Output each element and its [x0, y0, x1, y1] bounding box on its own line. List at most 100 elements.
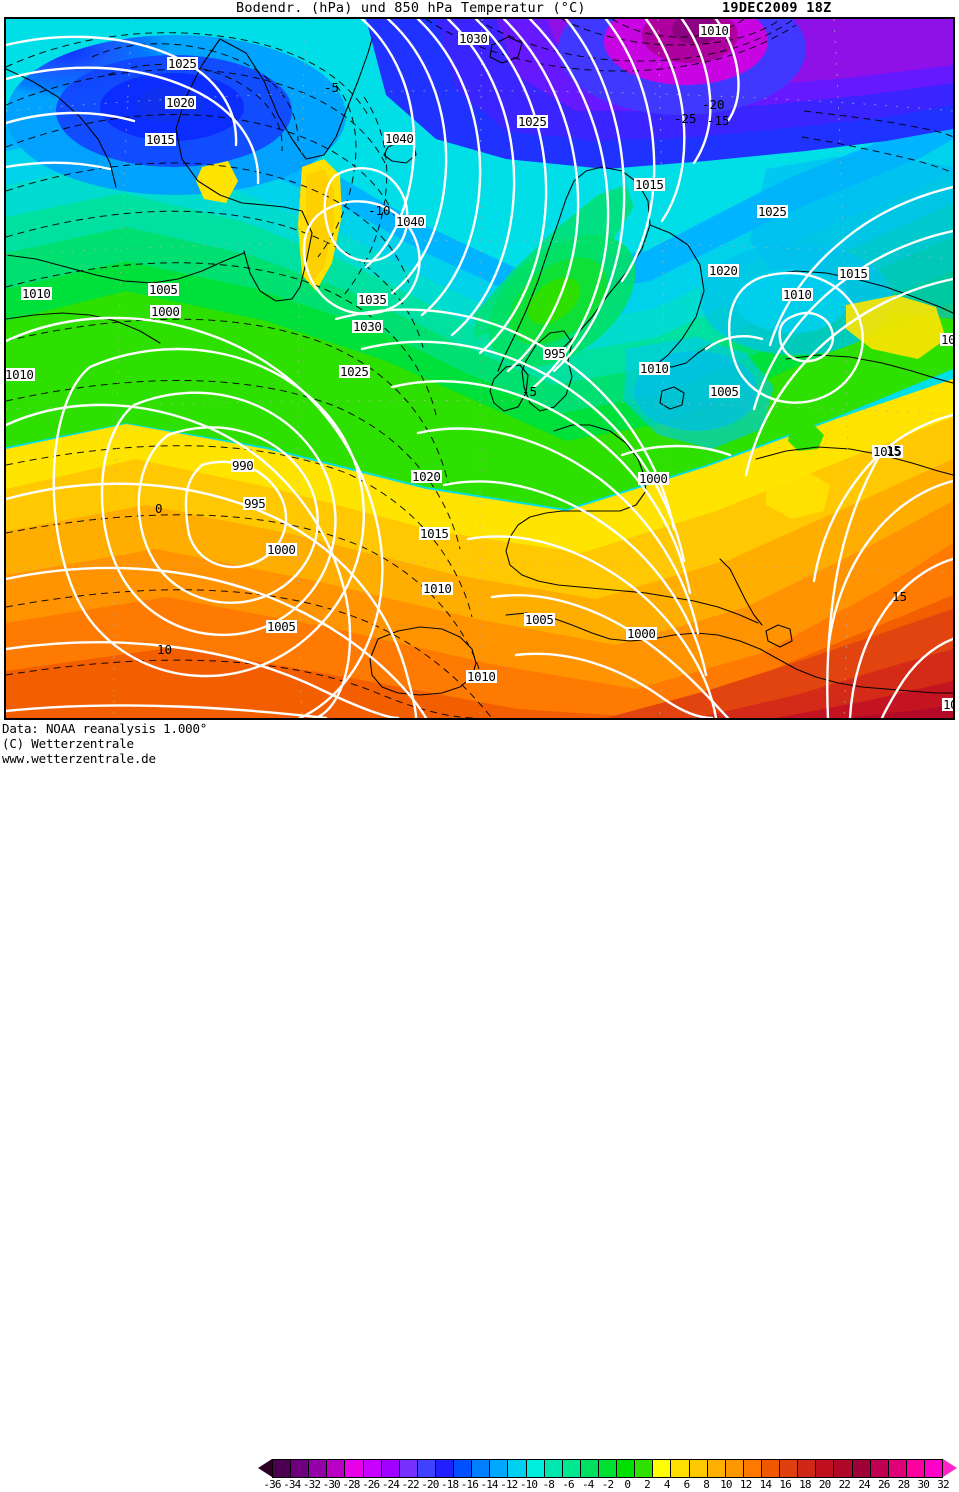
colorbar-swatch	[526, 1460, 545, 1477]
colorbar-swatch	[508, 1460, 527, 1477]
colorbar-swatch	[544, 1460, 563, 1477]
isobar-label: 1010	[699, 23, 730, 38]
map-frame[interactable]: 1025 1020 1015 1030 1040 1040 1025 1010 1015 1025…	[4, 17, 955, 720]
colorbar-tick-label: -28	[342, 1478, 360, 1491]
colorbar-tick-label: 24	[858, 1478, 870, 1491]
isobar-label: 101	[942, 698, 953, 711]
colorbar-swatch	[490, 1460, 509, 1477]
colorbar-tick-label: 4	[663, 1478, 671, 1491]
colorbar-swatch	[780, 1460, 799, 1477]
isobar-label: 1010	[422, 581, 453, 596]
colorbar-tick-label: -30	[322, 1478, 341, 1491]
colorbar-cells	[272, 1459, 943, 1478]
colorbar-tick-label: -6	[562, 1478, 574, 1491]
isobar-label: 1020	[165, 95, 196, 110]
colorbar-swatch	[327, 1460, 346, 1477]
colorbar-swatch	[852, 1460, 871, 1477]
temperature-contour-label: -5	[324, 80, 340, 95]
colorbar-tick-label: -16	[460, 1478, 479, 1491]
colorbar-tick-label: 32	[937, 1478, 949, 1491]
temperature-contour-label: -10	[368, 203, 391, 218]
colorbar-swatch	[598, 1460, 618, 1477]
colorbar-tick-label: 28	[897, 1478, 910, 1491]
isobar-label: 1040	[395, 214, 426, 229]
pressure-isobars	[6, 19, 953, 718]
isobar-label: 1020	[708, 263, 739, 278]
temperature-colorbar: -36 -34 -32 -30 -28 -26 -24 -22 -20 -18 -16 -14 -12-…	[258, 1459, 957, 1492]
copyright-line: (C) Wetterzentrale	[2, 736, 134, 751]
colorbar-swatch	[562, 1460, 581, 1477]
colorbar-swatch	[580, 1460, 599, 1477]
colorbar-swatch	[309, 1460, 328, 1477]
isobar-label: 1015	[634, 177, 665, 192]
colorbar-swatch	[870, 1460, 889, 1477]
colorbar-tick-label: 20	[818, 1478, 831, 1491]
colorbar-tick-label: 18	[799, 1478, 811, 1491]
colorbar-swatch	[906, 1460, 925, 1477]
colorbar-tick-labels: -36 -34 -32 -30 -28 -26 -24 -22 -20 -18 -16 -14 -12-…	[263, 1478, 949, 1492]
isobar-label: 1030	[352, 319, 383, 334]
colorbar-swatch	[888, 1460, 907, 1477]
colorbar-swatch	[454, 1460, 473, 1477]
colorbar-tick-label: -8	[542, 1478, 555, 1491]
colorbar-right-arrow	[943, 1459, 957, 1477]
isobar-label: 995	[543, 346, 567, 361]
colorbar-swatch	[761, 1460, 781, 1477]
temperature-contour-label: -20	[702, 97, 725, 112]
colorbar-tick-label: 16	[779, 1478, 791, 1491]
website-line: www.wetterzentrale.de	[2, 751, 156, 766]
temperature-filled-contours	[6, 19, 953, 718]
colorbar-tick-label: -4	[582, 1478, 594, 1491]
colorbar-tick-label: -36	[263, 1478, 281, 1491]
isobar-label: 1025	[517, 114, 548, 129]
weather-map-canvas[interactable]	[6, 19, 953, 718]
isobar-label: 990	[231, 458, 255, 473]
isobar-label: 1010	[466, 669, 497, 684]
colorbar-tick-label: 22	[838, 1478, 851, 1491]
isobar-label: 1015	[419, 526, 450, 541]
colorbar-tick-label: 14	[759, 1478, 772, 1491]
temperature-contour-label: 10	[157, 642, 173, 657]
colorbar-swatch	[671, 1460, 690, 1477]
colorbar-tick-label: 2	[644, 1478, 651, 1491]
colorbar-tick-label: 30	[917, 1478, 930, 1491]
colorbar-swatch	[635, 1460, 654, 1477]
colorbar-swatch	[345, 1460, 364, 1477]
colorbar-tick-label: 10	[720, 1478, 732, 1491]
colorbar-swatch	[435, 1460, 455, 1477]
isobar-label: 1005	[709, 384, 740, 399]
isobar-label: 1010	[782, 287, 813, 302]
isobar-label: 1000	[626, 626, 657, 641]
colorbar-swatch	[798, 1460, 817, 1477]
colorbar-tick-label: -24	[381, 1478, 400, 1491]
isobar-label: 1010	[639, 361, 670, 376]
coastlines	[6, 36, 953, 696]
isobar-label: 1010	[714, 718, 745, 720]
isobar-label: 1025	[757, 204, 788, 219]
title-bar: Bodendr. (hPa) und 850 hPa Temperatur (°…	[0, 0, 959, 17]
colorbar-swatch	[472, 1460, 491, 1477]
colorbar-swatch	[417, 1460, 436, 1477]
colorbar-swatch	[743, 1460, 762, 1477]
isobar-label: 1020	[411, 469, 442, 484]
colorbar-swatch	[834, 1460, 853, 1477]
colorbar-tick-label: -22	[401, 1478, 420, 1491]
colorbar-tick-label: -10	[519, 1478, 538, 1491]
isobar-label: 101	[940, 333, 953, 346]
colorbar-tick-label: -20	[421, 1478, 439, 1491]
colorbar-swatch	[653, 1460, 672, 1477]
isobar-label: 995	[243, 496, 267, 511]
isobar-label: 1005	[266, 619, 297, 634]
temperature-contour-label: -5	[522, 384, 538, 399]
isobar-label: 1005	[148, 282, 179, 297]
colorbar-swatch	[816, 1460, 835, 1477]
colorbar-swatch	[363, 1460, 382, 1477]
colorbar-tick-label: 6	[683, 1478, 691, 1491]
colorbar-swatch	[689, 1460, 708, 1477]
colorbar-swatch	[273, 1460, 292, 1477]
data-source-line: Data: NOAA reanalysis 1.000°	[2, 721, 208, 736]
colorbar-swatch	[617, 1460, 636, 1477]
colorbar-tick-label: -14	[480, 1478, 498, 1491]
colorbar-swatch	[291, 1460, 310, 1477]
